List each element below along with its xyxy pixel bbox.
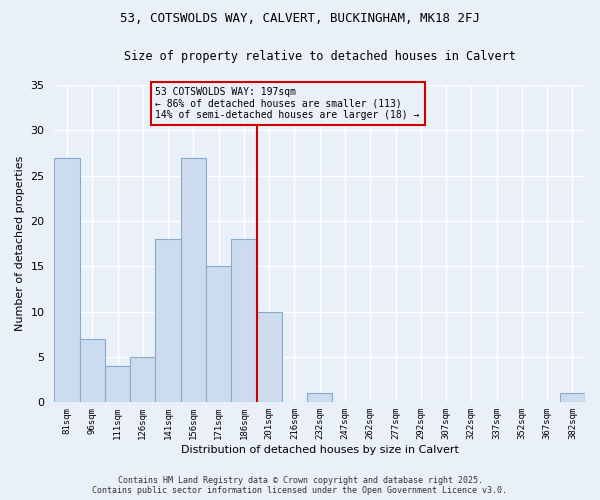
Bar [155,239,181,402]
Bar [231,239,257,402]
Bar [130,357,155,403]
Bar [55,158,80,402]
Bar [80,339,105,402]
Bar [206,266,231,402]
Bar [105,366,130,403]
Text: 53, COTSWOLDS WAY, CALVERT, BUCKINGHAM, MK18 2FJ: 53, COTSWOLDS WAY, CALVERT, BUCKINGHAM, … [120,12,480,26]
Title: Size of property relative to detached houses in Calvert: Size of property relative to detached ho… [124,50,515,63]
Bar [181,158,206,402]
Y-axis label: Number of detached properties: Number of detached properties [15,156,25,332]
Bar [307,394,332,402]
X-axis label: Distribution of detached houses by size in Calvert: Distribution of detached houses by size … [181,445,458,455]
Bar [560,394,585,402]
Bar [257,312,282,402]
Text: 53 COTSWOLDS WAY: 197sqm
← 86% of detached houses are smaller (113)
14% of semi-: 53 COTSWOLDS WAY: 197sqm ← 86% of detach… [155,87,420,120]
Text: Contains HM Land Registry data © Crown copyright and database right 2025.
Contai: Contains HM Land Registry data © Crown c… [92,476,508,495]
